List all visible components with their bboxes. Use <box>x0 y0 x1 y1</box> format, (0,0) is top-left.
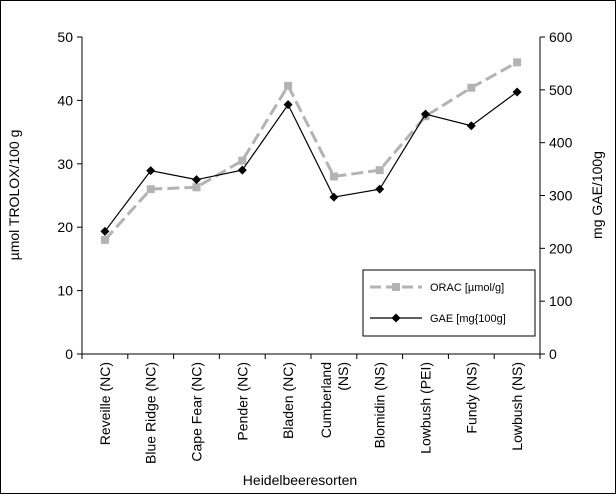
y-left-tick-label: 10 <box>57 283 73 299</box>
y-right-tick-label: 400 <box>549 135 573 151</box>
legend-orac-marker <box>392 283 400 291</box>
x-tick-label: Blomidin (NS) <box>372 362 388 448</box>
series-1-point <box>375 184 385 194</box>
y-left-tick-label: 20 <box>57 219 73 235</box>
x-tick-label: Reveille (NC) <box>97 362 113 445</box>
series-1-point <box>146 166 156 176</box>
x-tick-label-line: Cumberland <box>318 362 334 438</box>
series-1-point <box>421 109 430 119</box>
y-right-tick-label: 0 <box>549 346 557 362</box>
series-0-point <box>100 235 109 244</box>
legend-gae-marker <box>391 313 401 323</box>
y-left-tick-label: 0 <box>65 346 73 362</box>
legend-box <box>362 269 536 337</box>
series-0-point <box>467 83 476 92</box>
series-1-point <box>466 121 476 131</box>
y-right-tick-label: 600 <box>549 29 573 45</box>
x-tick-label: Lowbush (NS) <box>509 362 525 451</box>
x-tick-label: Pender (NC) <box>234 362 250 441</box>
x-tick-label: Blue Ridge (NC) <box>143 362 159 464</box>
series-0-point <box>284 81 293 90</box>
series-0-point <box>513 58 522 67</box>
series-0-point <box>192 183 201 192</box>
x-tick-label: Cape Fear (NC) <box>189 362 205 462</box>
x-tick-label: Cumberland(NS) <box>318 362 351 438</box>
y-left-tick-label: 40 <box>57 92 73 108</box>
series-1-point <box>329 192 339 202</box>
y-right-tick-label: 300 <box>549 188 573 204</box>
series-1-point <box>512 87 522 97</box>
y-axis-left-title: µmol TROLOX/100 g <box>6 130 22 261</box>
series-1-point <box>100 226 110 236</box>
series-0-point <box>146 185 155 194</box>
series-1-point <box>192 175 201 185</box>
series-0-point <box>329 172 338 181</box>
x-axis-title: Heidelbeeresorten <box>243 472 357 488</box>
x-tick-label: Fundy (NS) <box>463 362 479 434</box>
y-left-tick-label: 30 <box>57 156 73 172</box>
series-0-line <box>103 61 518 241</box>
y-left-tick-label: 50 <box>57 29 73 45</box>
series-0-point <box>375 166 384 175</box>
series-1-point <box>283 100 293 110</box>
legend-gae-label: GAE [mg{100g] <box>430 313 506 325</box>
y-right-tick-label: 200 <box>549 240 573 256</box>
series-1-line <box>104 91 518 232</box>
series-layer <box>100 58 522 244</box>
x-tick-label: Bladen (NC) <box>280 362 296 439</box>
legend: ORAC [µmol/g] GAE [mg{100g] <box>362 269 536 337</box>
y-right-tick-label: 100 <box>549 293 573 309</box>
x-tick-label-line: (NS) <box>335 362 351 391</box>
y-right-tick-label: 500 <box>549 82 573 98</box>
x-tick-label: Lowbush (PEI) <box>418 362 434 454</box>
series-1-point <box>237 165 247 175</box>
y-axis-right-title: mg GAE/100g <box>589 151 605 239</box>
series-0-point <box>238 156 247 165</box>
axes-layer <box>77 36 545 359</box>
legend-orac-label: ORAC [µmol/g] <box>430 282 504 294</box>
